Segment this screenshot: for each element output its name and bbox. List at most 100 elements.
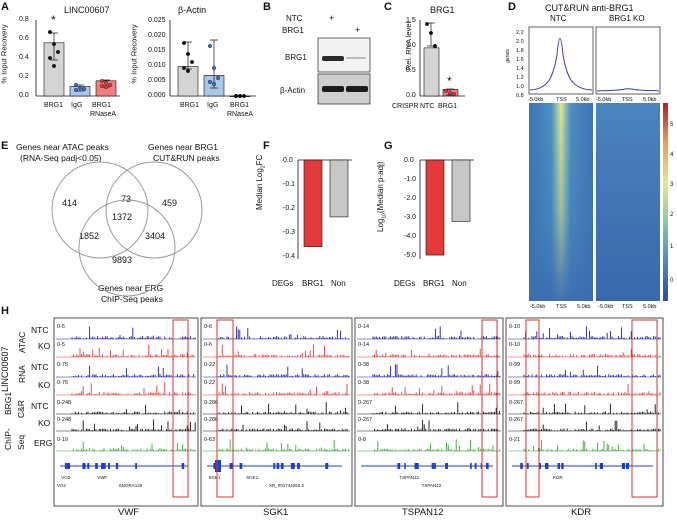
data-point bbox=[237, 93, 242, 98]
gene-exon bbox=[404, 463, 406, 469]
track-signal bbox=[372, 348, 500, 357]
gene-exon bbox=[87, 463, 90, 469]
track-scale: 0-75 bbox=[57, 362, 69, 368]
track-label: NTC bbox=[31, 362, 49, 372]
tick-label: -4.0 bbox=[404, 233, 417, 240]
track-scale: 0-10 bbox=[509, 324, 521, 330]
track-signal bbox=[372, 419, 500, 431]
highlight-box bbox=[631, 319, 658, 498]
gene-exon bbox=[397, 463, 401, 469]
gene-exon bbox=[544, 463, 549, 469]
data-point bbox=[215, 75, 220, 80]
data-point bbox=[207, 44, 212, 49]
gene-exon bbox=[64, 463, 67, 469]
chart-c bbox=[419, 20, 465, 97]
tick-label: 5.0kb bbox=[577, 304, 591, 310]
tick-label: 0.0 bbox=[283, 157, 293, 164]
chart-c-xlabel: CRISPR bbox=[392, 103, 419, 110]
track-scale: 0-267 bbox=[358, 417, 373, 423]
highlight-box bbox=[172, 319, 189, 498]
track-scale: 0-38 bbox=[358, 380, 370, 386]
chart-a-right-title: β-Actin bbox=[178, 5, 207, 15]
category-sublabel: RNaseA bbox=[227, 111, 254, 118]
data-point bbox=[107, 82, 112, 87]
profile-frame-ntc bbox=[528, 26, 594, 95]
western-band-actin: β-Actin bbox=[280, 86, 306, 95]
tick-label: 1.0 bbox=[516, 84, 524, 90]
venn-count: 414 bbox=[62, 198, 78, 208]
heatmap-title: CUT&RUN anti-BRG1 bbox=[545, 3, 634, 13]
gene-annotation: VO2 bbox=[61, 475, 71, 480]
heatmap-ntc-label: NTC bbox=[550, 14, 567, 23]
tick-label: TSS bbox=[622, 97, 633, 103]
venn-count: 3404 bbox=[145, 231, 166, 241]
data-point bbox=[429, 31, 434, 36]
heatmap-ntc-shade bbox=[529, 103, 593, 301]
category-label: BRG1 bbox=[44, 102, 64, 109]
tick-label: 5.0kb bbox=[643, 304, 657, 310]
track-signal bbox=[218, 439, 350, 451]
category-label: IgG bbox=[207, 102, 219, 109]
track-signal bbox=[71, 441, 196, 451]
panel-label-c: C bbox=[384, 1, 392, 13]
data-point bbox=[241, 93, 246, 98]
category-label: BRG1 bbox=[230, 102, 250, 109]
venn-diagram bbox=[51, 161, 203, 297]
blot-band-brg1-ntc bbox=[322, 56, 344, 61]
gene-exon bbox=[213, 463, 216, 469]
data-point bbox=[233, 93, 238, 98]
data-point bbox=[425, 22, 430, 27]
bar-ntc bbox=[423, 47, 440, 97]
venn-count: 9893 bbox=[112, 255, 133, 265]
track-scale: 0-6 bbox=[204, 324, 212, 330]
track-signal bbox=[523, 349, 661, 357]
track-signal bbox=[374, 439, 500, 451]
tick-label: -0.3 bbox=[283, 229, 296, 236]
gene-exon bbox=[433, 463, 436, 469]
track-signal bbox=[523, 384, 661, 395]
significance-star: * bbox=[51, 13, 56, 27]
profile-line-ko bbox=[596, 88, 660, 92]
gene-exon bbox=[415, 463, 417, 469]
blot-band-actin-ntc bbox=[322, 86, 344, 92]
gene-exon bbox=[431, 463, 434, 469]
track-scale: 0-286 bbox=[204, 417, 219, 423]
tick-label: 0.6 bbox=[19, 35, 29, 42]
venn-set1-subtitle: (RNA-Seq padj<0.05) bbox=[20, 153, 102, 163]
data-point bbox=[444, 88, 449, 93]
tick-label: -5.0kb bbox=[598, 304, 614, 310]
data-point bbox=[73, 87, 78, 92]
category-label: BRG1 bbox=[438, 103, 458, 110]
genome-browser bbox=[53, 317, 664, 507]
track-label: NTC bbox=[31, 401, 49, 411]
data-point bbox=[448, 90, 453, 95]
gene-name-sgk1: SGK1 bbox=[263, 507, 289, 518]
track-scale: 0-286 bbox=[204, 400, 219, 406]
gene-exon bbox=[445, 463, 448, 469]
tick-label: 0.025 bbox=[148, 17, 166, 24]
track-scale: 0-248 bbox=[57, 400, 72, 406]
track-scale: 0-10 bbox=[509, 342, 521, 348]
gene-exon bbox=[595, 463, 597, 469]
gene-exon bbox=[102, 463, 106, 469]
track-signal bbox=[523, 403, 661, 414]
tick-label: -1.0 bbox=[404, 176, 417, 183]
track-signal bbox=[218, 402, 350, 414]
tick-label: TSS bbox=[556, 304, 567, 310]
gene-exon bbox=[115, 463, 119, 469]
gene-exon bbox=[416, 463, 419, 469]
data-point bbox=[48, 56, 53, 61]
data-point bbox=[103, 80, 108, 85]
heatmaps bbox=[529, 103, 668, 301]
track-signal bbox=[372, 402, 500, 414]
gene-exon bbox=[108, 463, 110, 469]
colorbar-tick: 2 bbox=[670, 212, 674, 218]
tick-label: 5.0kb bbox=[576, 97, 590, 103]
blot-frame-brg1 bbox=[317, 37, 371, 73]
track-scale: 0-8 bbox=[358, 437, 366, 443]
significance-star: * bbox=[447, 74, 452, 88]
category-label: BRG1 bbox=[423, 279, 445, 288]
venn-set3-title: Genes near ERG bbox=[98, 283, 164, 293]
track-label: KO bbox=[38, 341, 51, 351]
tick-label: -5.0kb bbox=[530, 304, 546, 310]
